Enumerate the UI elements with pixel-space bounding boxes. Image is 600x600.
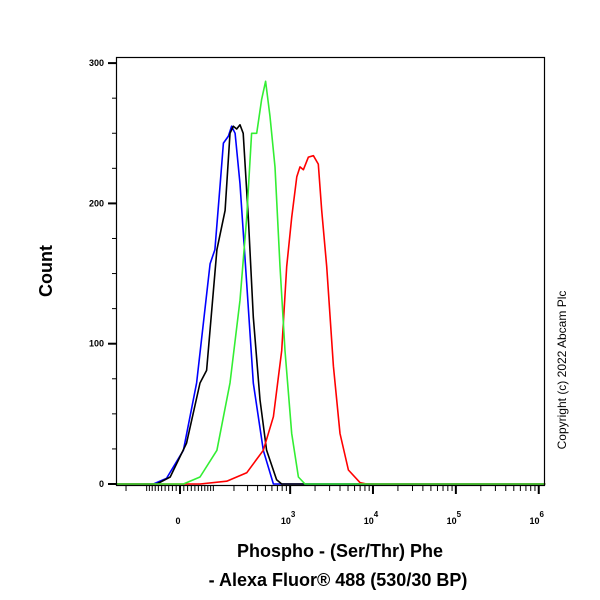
y-tick-label: 300 bbox=[89, 58, 104, 68]
x-tick-label: 106 bbox=[530, 510, 545, 526]
copyright-text: Copyright (c) 2022 Abcam Plc bbox=[555, 291, 569, 450]
x-tick-label: 104 bbox=[364, 510, 379, 526]
x-axis-title-line-2: - Alexa Fluor® 488 (530/30 BP) bbox=[209, 570, 468, 590]
x-tick-base: 10 bbox=[281, 516, 291, 526]
x-tick-base: 0 bbox=[175, 516, 180, 526]
y-tick-label: 200 bbox=[89, 198, 104, 208]
x-tick-exponent: 6 bbox=[540, 510, 545, 519]
x-tick-label: 0 bbox=[175, 516, 180, 526]
y-tick-label: 0 bbox=[99, 479, 104, 489]
x-tick-label: 105 bbox=[447, 510, 462, 526]
plot-frame bbox=[115, 56, 546, 487]
histogram-series-0 bbox=[116, 125, 546, 485]
plot-marks bbox=[116, 80, 546, 485]
x-tick-base: 10 bbox=[447, 516, 457, 526]
histogram-series-3 bbox=[116, 80, 546, 485]
x-tick-base: 10 bbox=[530, 516, 540, 526]
x-tick-label: 103 bbox=[281, 510, 296, 526]
histogram-series-1 bbox=[116, 124, 546, 485]
x-tick-exponent: 3 bbox=[291, 510, 296, 519]
x-tick-exponent: 5 bbox=[457, 510, 462, 519]
x-axis-title-line-1: Phospho - (Ser/Thr) Phe bbox=[237, 541, 443, 561]
y-tick-label: 100 bbox=[89, 339, 104, 349]
histogram-series-2 bbox=[116, 154, 546, 485]
x-tick-exponent: 4 bbox=[374, 510, 379, 519]
x-tick-base: 10 bbox=[364, 516, 374, 526]
y-axis-title: Count bbox=[36, 245, 56, 297]
